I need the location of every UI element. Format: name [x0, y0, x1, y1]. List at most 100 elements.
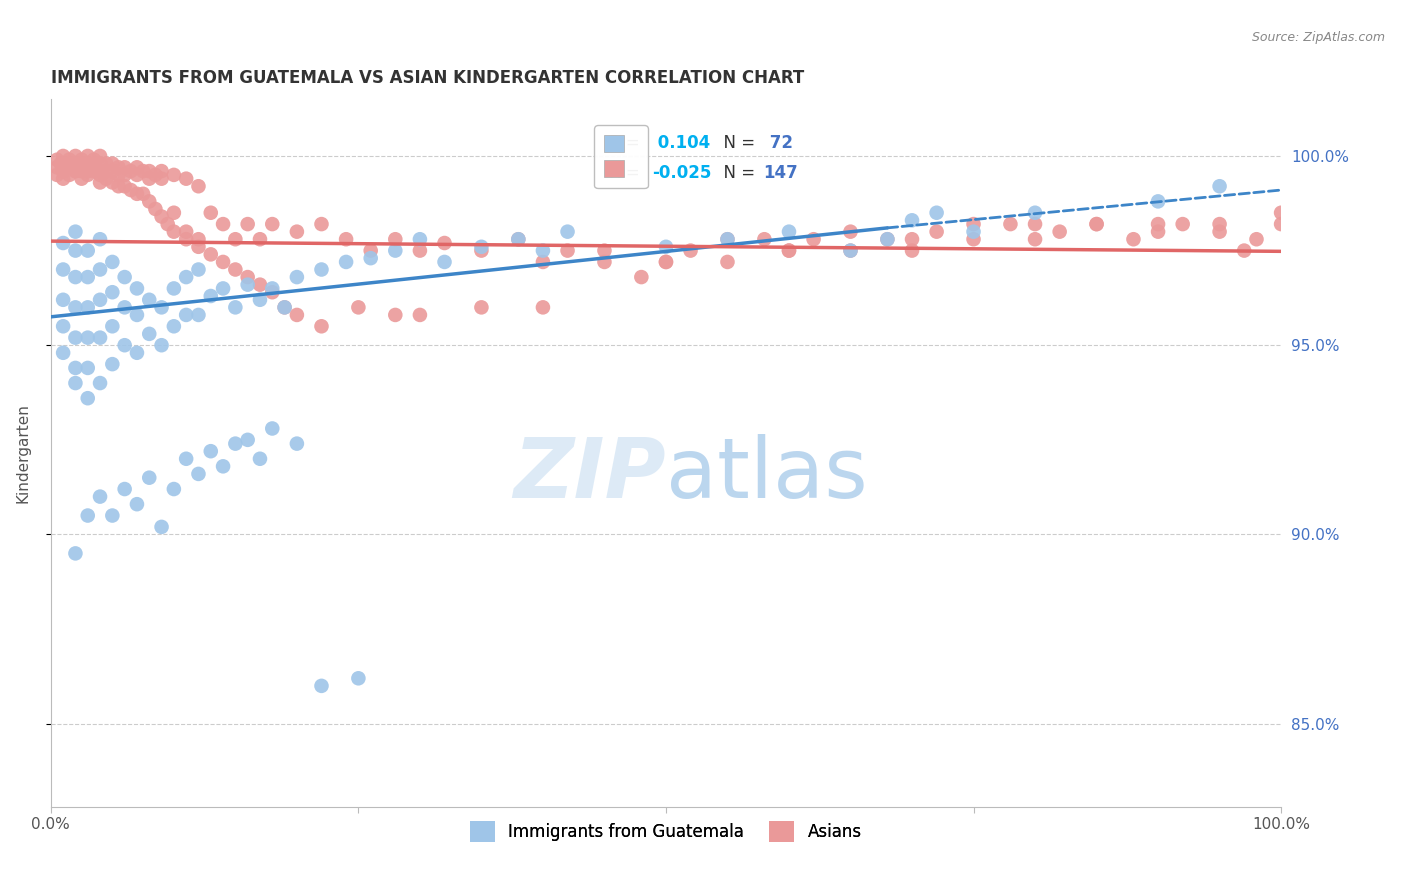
Point [200, 289, 222, 303]
Point [125, 161, 148, 175]
Point [101, 176, 124, 190]
Point [224, 301, 246, 315]
Point [138, 164, 160, 178]
Point [1122, 232, 1144, 246]
Point [52, 156, 75, 170]
Point [65, 244, 87, 258]
Point [311, 679, 333, 693]
Point [901, 232, 924, 246]
Text: Source: ZipAtlas.com: Source: ZipAtlas.com [1251, 31, 1385, 45]
Point [262, 421, 284, 435]
Point [163, 225, 186, 239]
Point [655, 255, 678, 269]
Point [384, 232, 406, 246]
Point [138, 171, 160, 186]
Point [1233, 244, 1256, 258]
Point [125, 345, 148, 359]
Point [1147, 194, 1170, 209]
Point [925, 205, 948, 219]
Point [132, 164, 155, 178]
Point [901, 244, 924, 258]
Point [76, 391, 98, 405]
Point [1171, 217, 1194, 231]
Point [1024, 205, 1046, 219]
Text: -0.025: -0.025 [652, 164, 711, 182]
Text: N =: N = [713, 134, 761, 152]
Point [470, 244, 492, 258]
Y-axis label: Kindergarten: Kindergarten [15, 403, 30, 503]
Point [52, 293, 75, 307]
Point [962, 217, 984, 231]
Point [132, 186, 155, 201]
Text: R =: R = [609, 134, 645, 152]
Point [65, 149, 87, 163]
Point [52, 235, 75, 250]
Point [778, 225, 800, 239]
Point [70, 161, 93, 175]
Point [46, 168, 69, 182]
Point [96, 156, 118, 170]
Point [174, 308, 197, 322]
Point [138, 471, 160, 485]
Point [249, 277, 271, 292]
Legend: Immigrants from Guatemala, Asians: Immigrants from Guatemala, Asians [464, 814, 869, 848]
Point [384, 308, 406, 322]
Point [1024, 232, 1046, 246]
Point [962, 225, 984, 239]
Point [224, 232, 246, 246]
Point [1270, 217, 1292, 231]
Point [120, 183, 142, 197]
Point [285, 270, 308, 285]
Point [52, 345, 75, 359]
Point [101, 255, 124, 269]
Text: atlas: atlas [666, 434, 868, 515]
Point [163, 482, 186, 496]
Point [655, 255, 678, 269]
Point [83, 164, 105, 178]
Point [224, 436, 246, 450]
Point [531, 301, 554, 315]
Point [89, 176, 111, 190]
Point [65, 225, 87, 239]
Point [236, 270, 259, 285]
Point [249, 451, 271, 466]
Point [839, 244, 862, 258]
Point [65, 331, 87, 345]
Point [360, 251, 382, 265]
Point [311, 319, 333, 334]
Point [531, 244, 554, 258]
Point [1208, 217, 1230, 231]
Point [65, 270, 87, 285]
Point [89, 376, 111, 390]
Point [679, 244, 702, 258]
Point [262, 217, 284, 231]
Point [803, 232, 825, 246]
Point [187, 467, 209, 481]
Point [89, 164, 111, 178]
Point [174, 270, 197, 285]
Point [347, 671, 370, 685]
Point [200, 205, 222, 219]
Point [101, 508, 124, 523]
Text: N =: N = [713, 164, 761, 182]
Point [174, 451, 197, 466]
Point [89, 331, 111, 345]
Point [347, 301, 370, 315]
Point [470, 301, 492, 315]
Point [249, 293, 271, 307]
Point [145, 202, 167, 216]
Point [58, 161, 80, 175]
Point [150, 301, 173, 315]
Point [89, 168, 111, 182]
Point [655, 240, 678, 254]
Point [1208, 225, 1230, 239]
Point [114, 179, 136, 194]
Text: 147: 147 [763, 164, 799, 182]
Point [754, 232, 776, 246]
Point [58, 161, 80, 175]
Point [409, 244, 432, 258]
Text: 0.104: 0.104 [652, 134, 710, 152]
Point [150, 210, 173, 224]
Point [1024, 217, 1046, 231]
Point [138, 194, 160, 209]
